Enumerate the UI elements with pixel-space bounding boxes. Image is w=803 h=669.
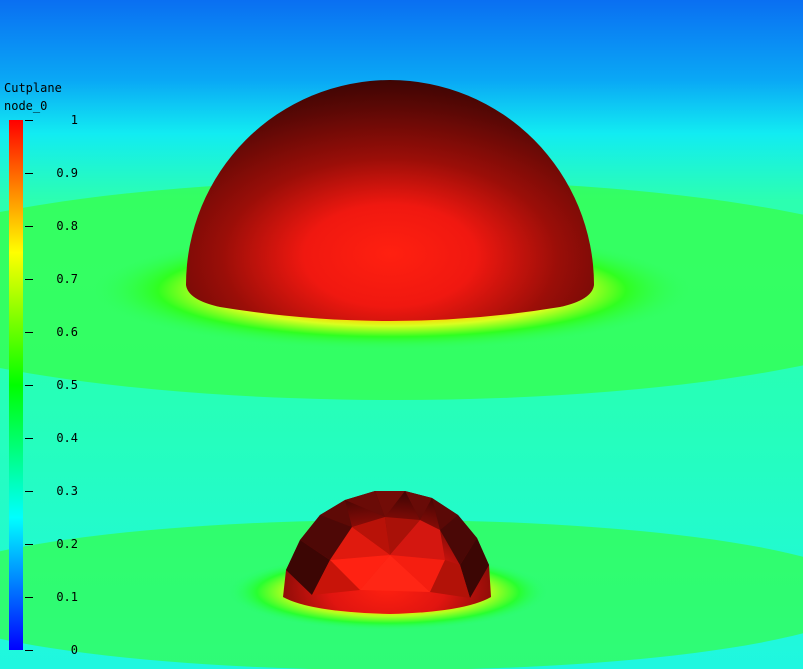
colorbar-tick bbox=[25, 544, 33, 545]
colorbar-tick-label: 0.3 bbox=[56, 484, 78, 498]
colorbar-tick-label: 0.7 bbox=[56, 272, 78, 286]
colorbar-tick bbox=[25, 226, 33, 227]
sphere-bottom bbox=[283, 491, 491, 614]
colorbar-tick-label: 0.2 bbox=[56, 537, 78, 551]
colorbar-tick-label: 0.1 bbox=[56, 590, 78, 604]
colorbar-tick-label: 0.8 bbox=[56, 219, 78, 233]
colorbar-tick bbox=[25, 650, 33, 651]
colorbar-tick-label: 0.9 bbox=[56, 166, 78, 180]
colorbar-tick-label: 1 bbox=[70, 113, 78, 127]
sphere-top bbox=[186, 80, 594, 321]
colorbar-tick-label: 0.4 bbox=[56, 431, 78, 445]
colorbar-tick-label: 0.6 bbox=[56, 325, 78, 339]
colorbar bbox=[9, 120, 23, 650]
colorbar-tick bbox=[25, 279, 33, 280]
colorbar-tick-label: 0.5 bbox=[56, 378, 78, 392]
colorbar-tick bbox=[25, 120, 33, 121]
colorbar-tick-label: 0 bbox=[70, 643, 78, 657]
colorbar-tick bbox=[25, 491, 33, 492]
colorbar-tick bbox=[25, 438, 33, 439]
colorbar-tick bbox=[25, 332, 33, 333]
legend-title: Cutplane bbox=[4, 81, 62, 95]
colorbar-tick bbox=[25, 597, 33, 598]
colorbar-tick bbox=[25, 385, 33, 386]
colorbar-tick bbox=[25, 173, 33, 174]
legend-subtitle: node_0 bbox=[4, 99, 48, 113]
